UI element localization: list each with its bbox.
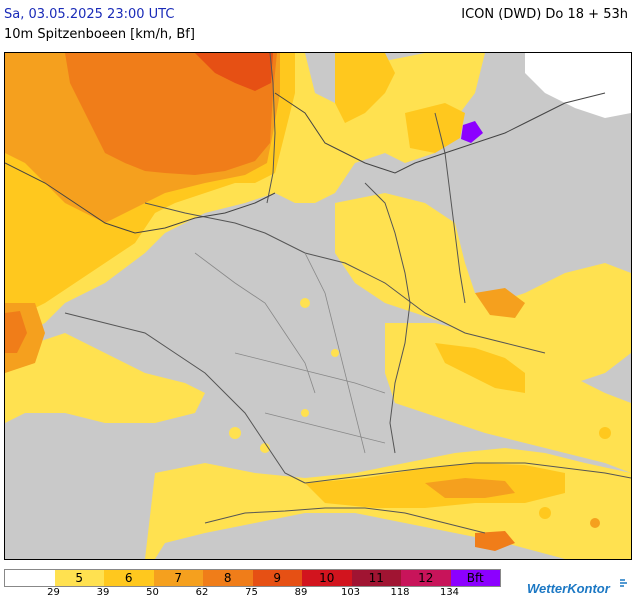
color-legend: 5 6 7 8 9 10 11 12 Bft (4, 569, 501, 587)
wind-gust-map (4, 52, 632, 560)
gust-area-7-central (475, 288, 525, 318)
legend-tick-label: 118 (390, 587, 410, 598)
gust-cell (539, 507, 551, 519)
legend-tick-label: 103 (340, 587, 361, 598)
legend-tick-label: 75 (245, 587, 258, 598)
legend-bin: 9 (252, 570, 302, 586)
legend-tick-label: 29 (47, 587, 60, 598)
legend-bin: 5 (54, 570, 104, 586)
legend-bin: 11 (351, 570, 401, 586)
country-borders (64, 53, 631, 534)
gust-cell (331, 349, 339, 357)
forecast-datetime: Sa, 03.05.2025 23:00 UTC (4, 7, 175, 22)
state-borders (194, 252, 386, 454)
legend-bin: 7 (153, 570, 203, 586)
legend-bin: Bft (450, 570, 500, 586)
gust-area-6-pomerania (405, 103, 465, 153)
gust-area-7-alps (425, 478, 515, 498)
legend-bin: 10 (302, 570, 352, 586)
gust-cell (260, 443, 270, 453)
parameter-title: 10m Spitzenboeen [km/h, Bf] (4, 27, 195, 42)
gust-area-6-central (435, 343, 525, 393)
coastline (5, 92, 606, 234)
gust-area-high-baltic (461, 121, 483, 143)
gust-area-9-north (195, 53, 273, 91)
gust-cell (599, 427, 611, 439)
gust-cell (419, 247, 431, 259)
gust-cell (300, 298, 310, 308)
gust-cell (590, 518, 600, 528)
legend-bin: 6 (104, 570, 154, 586)
legend-tick-label: 134 (439, 587, 460, 598)
brand-logo: WetterKontor (527, 581, 610, 596)
legend-bin: 12 (401, 570, 451, 586)
gust-area-white-baltic (525, 53, 631, 118)
legend-bin (5, 570, 55, 586)
model-run-label: ICON (DWD) Do 18 + 53h (461, 7, 628, 22)
gust-cell (301, 409, 309, 417)
gust-area-5-west (5, 333, 205, 423)
legend-tick-label: 39 (96, 587, 110, 598)
gust-area-8-north (65, 53, 277, 175)
gust-cell (229, 427, 241, 439)
gust-area-8-alps (475, 531, 515, 551)
legend-tick-label: 62 (195, 587, 209, 598)
gust-area-8-west (5, 311, 27, 353)
legend-tick-label: 89 (294, 587, 308, 598)
brand-wind-icon (620, 579, 627, 587)
legend-ticks: 29 39 50 62 75 89 103 118 134 (4, 587, 499, 600)
gust-area-6-baltic (335, 53, 395, 123)
legend-tick-label: 50 (146, 587, 159, 598)
gust-area-5-east (335, 193, 631, 383)
legend-bin: 8 (203, 570, 253, 586)
